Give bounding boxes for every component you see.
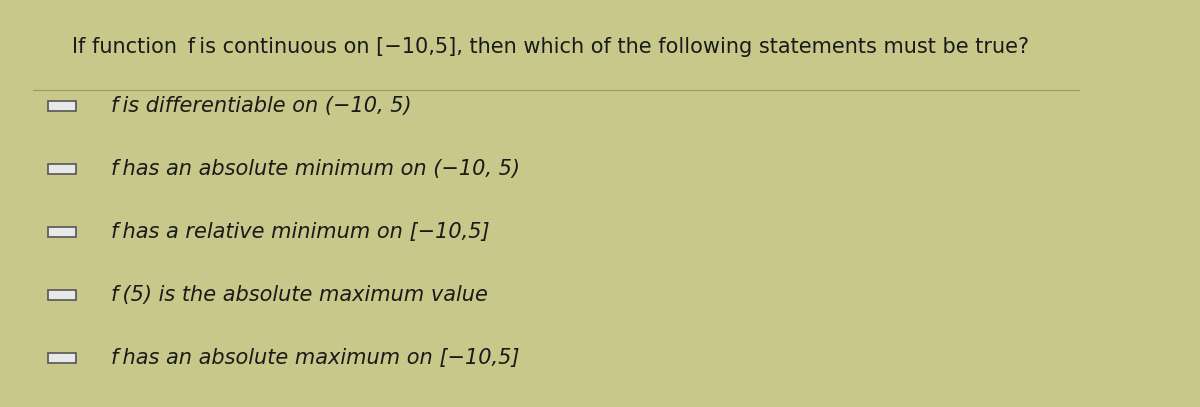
Text: f (5) is the absolute maximum value: f (5) is the absolute maximum value (112, 285, 488, 305)
FancyBboxPatch shape (48, 101, 76, 111)
Text: f has a relative minimum on [−10,5]: f has a relative minimum on [−10,5] (112, 222, 490, 242)
Text: f is differentiable on (−10, 5): f is differentiable on (−10, 5) (112, 96, 412, 116)
FancyBboxPatch shape (48, 164, 76, 174)
FancyBboxPatch shape (48, 353, 76, 363)
Text: If function  f is continuous on [−10,5], then which of the following statements : If function f is continuous on [−10,5], … (72, 37, 1030, 57)
Text: f has an absolute maximum on [−10,5]: f has an absolute maximum on [−10,5] (112, 348, 520, 368)
Text: f has an absolute minimum on (−10, 5): f has an absolute minimum on (−10, 5) (112, 159, 521, 179)
FancyBboxPatch shape (48, 290, 76, 300)
FancyBboxPatch shape (48, 227, 76, 237)
